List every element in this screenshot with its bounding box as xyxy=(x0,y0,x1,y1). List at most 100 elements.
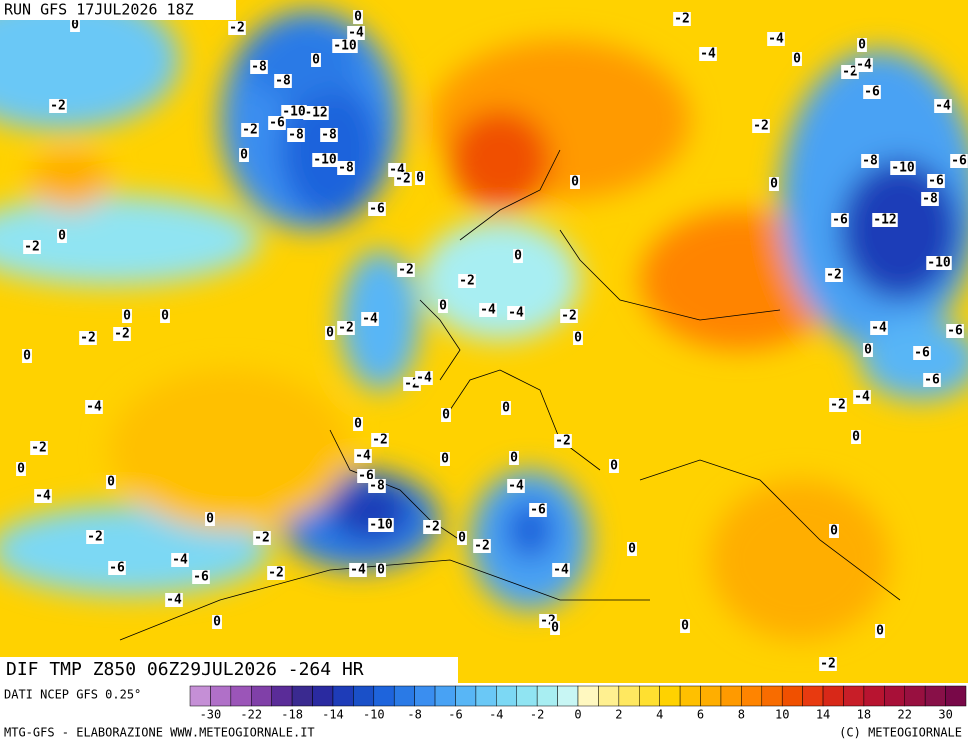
contour-label-box xyxy=(349,563,367,577)
contour-label-box xyxy=(192,570,210,584)
contour-label-box xyxy=(560,309,578,323)
contour-label-box xyxy=(281,105,307,119)
contour-label-box xyxy=(752,119,770,133)
colorbar-swatch xyxy=(822,685,844,707)
colorbar-swatch xyxy=(393,685,415,707)
contour-label-box xyxy=(440,452,450,466)
contour-label: -2 xyxy=(371,433,389,448)
contour-label-box xyxy=(870,321,888,335)
contour-value: -4 xyxy=(166,593,182,608)
contour-label-box xyxy=(890,161,916,175)
contour-label-box xyxy=(303,106,329,120)
contour-value: 0 xyxy=(58,229,66,244)
contour-label-box xyxy=(627,542,637,556)
contour-label: -6 xyxy=(950,154,968,169)
colorbar-tick-label: -14 xyxy=(322,708,344,722)
colorbar-swatch xyxy=(679,685,701,707)
contour-label: -8 xyxy=(861,154,879,169)
contour-value: -2 xyxy=(395,172,411,187)
contour-value: -2 xyxy=(820,657,836,672)
contour-label-box xyxy=(863,85,881,99)
contour-value: 0 xyxy=(793,52,801,67)
run-label: RUN GFS 17JUL2026 18Z xyxy=(4,1,194,19)
contour-label-box xyxy=(550,621,560,635)
contour-label-box xyxy=(769,177,779,191)
contour-value: -6 xyxy=(914,346,930,361)
contour-value: 0 xyxy=(23,349,31,364)
colorbar-swatch xyxy=(863,685,885,707)
contour-value: -6 xyxy=(928,174,944,189)
contour-label: -6 xyxy=(927,174,945,189)
contour-value: -6 xyxy=(369,202,385,217)
contour-value: -2 xyxy=(80,331,96,346)
contour-label-box xyxy=(108,561,126,575)
colorbar-tick-label: 4 xyxy=(656,708,663,722)
colorbar-tick-label: -10 xyxy=(363,708,385,722)
contour-label: -10 xyxy=(332,39,358,54)
contour-label-box xyxy=(57,229,67,243)
colorbar-swatch xyxy=(577,685,599,707)
source-label: DATI NCEP GFS 0.25° xyxy=(4,688,141,702)
colorbar-tick-label: 18 xyxy=(857,708,871,722)
contour-label-box xyxy=(861,154,879,168)
contour-value: -2 xyxy=(114,327,130,342)
colorbar-tick-label: 22 xyxy=(898,708,912,722)
contour-value: -2 xyxy=(242,123,258,138)
contour-label-box xyxy=(767,32,785,46)
contour-label-box xyxy=(160,309,170,323)
contour-label-box xyxy=(851,430,861,444)
colorbar-swatch xyxy=(536,685,558,707)
colorbar-swatch xyxy=(802,685,824,707)
contour-label: -6 xyxy=(368,202,386,217)
contour-label: 0 xyxy=(205,512,215,527)
contour-label: -6 xyxy=(268,116,286,131)
contour-label-box xyxy=(507,306,525,320)
contour-value: 0 xyxy=(830,524,838,539)
contour-value: -6 xyxy=(864,85,880,100)
contour-label-box xyxy=(458,274,476,288)
colorbar-tick-label: 14 xyxy=(816,708,830,722)
contour-value: -2 xyxy=(372,433,388,448)
contour-label: 0 xyxy=(122,309,132,324)
contour-label-box xyxy=(831,213,849,227)
contour-label: 0 xyxy=(415,171,425,186)
contour-value: 0 xyxy=(514,249,522,264)
contour-label: -4 xyxy=(699,47,717,62)
contour-value: -6 xyxy=(193,570,209,585)
contour-label-box xyxy=(267,566,285,580)
colorbar-swatch xyxy=(557,685,579,707)
contour-label: 0 xyxy=(438,299,448,314)
contour-value: -2 xyxy=(424,520,440,535)
contour-label-box xyxy=(855,58,873,72)
contour-label: 0 xyxy=(851,430,861,445)
contour-label: 0 xyxy=(863,343,873,358)
contour-label-box xyxy=(923,373,941,387)
contour-value: 0 xyxy=(161,309,169,324)
contour-value: -2 xyxy=(459,274,475,289)
colorbar-swatch xyxy=(496,685,517,707)
contour-label-box xyxy=(354,449,372,463)
colorbar-swatch xyxy=(210,685,232,707)
contour-value: -4 xyxy=(355,449,371,464)
contour-value: -2 xyxy=(842,65,858,80)
contour-label-box xyxy=(23,240,41,254)
contour-label: -4 xyxy=(349,563,367,578)
contour-label: -6 xyxy=(863,85,881,100)
colorbar-swatch xyxy=(904,685,926,707)
contour-label-box xyxy=(239,148,249,162)
contour-value: 0 xyxy=(628,542,636,557)
contour-label-box xyxy=(34,489,52,503)
contour-label: -10 xyxy=(926,256,952,271)
contour-label-box xyxy=(926,256,952,270)
contour-value: 0 xyxy=(876,624,884,639)
contour-label: 0 xyxy=(353,417,363,432)
colorbar-swatch xyxy=(924,685,946,707)
contour-label: -6 xyxy=(192,570,210,585)
contour-label: -2 xyxy=(841,65,859,80)
contour-label-box xyxy=(946,324,964,338)
contour-value: -4 xyxy=(362,312,378,327)
contour-label-box xyxy=(337,321,355,335)
contour-value: -2 xyxy=(338,321,354,336)
contour-label-box xyxy=(397,263,415,277)
colorbar-swatch xyxy=(843,685,865,707)
